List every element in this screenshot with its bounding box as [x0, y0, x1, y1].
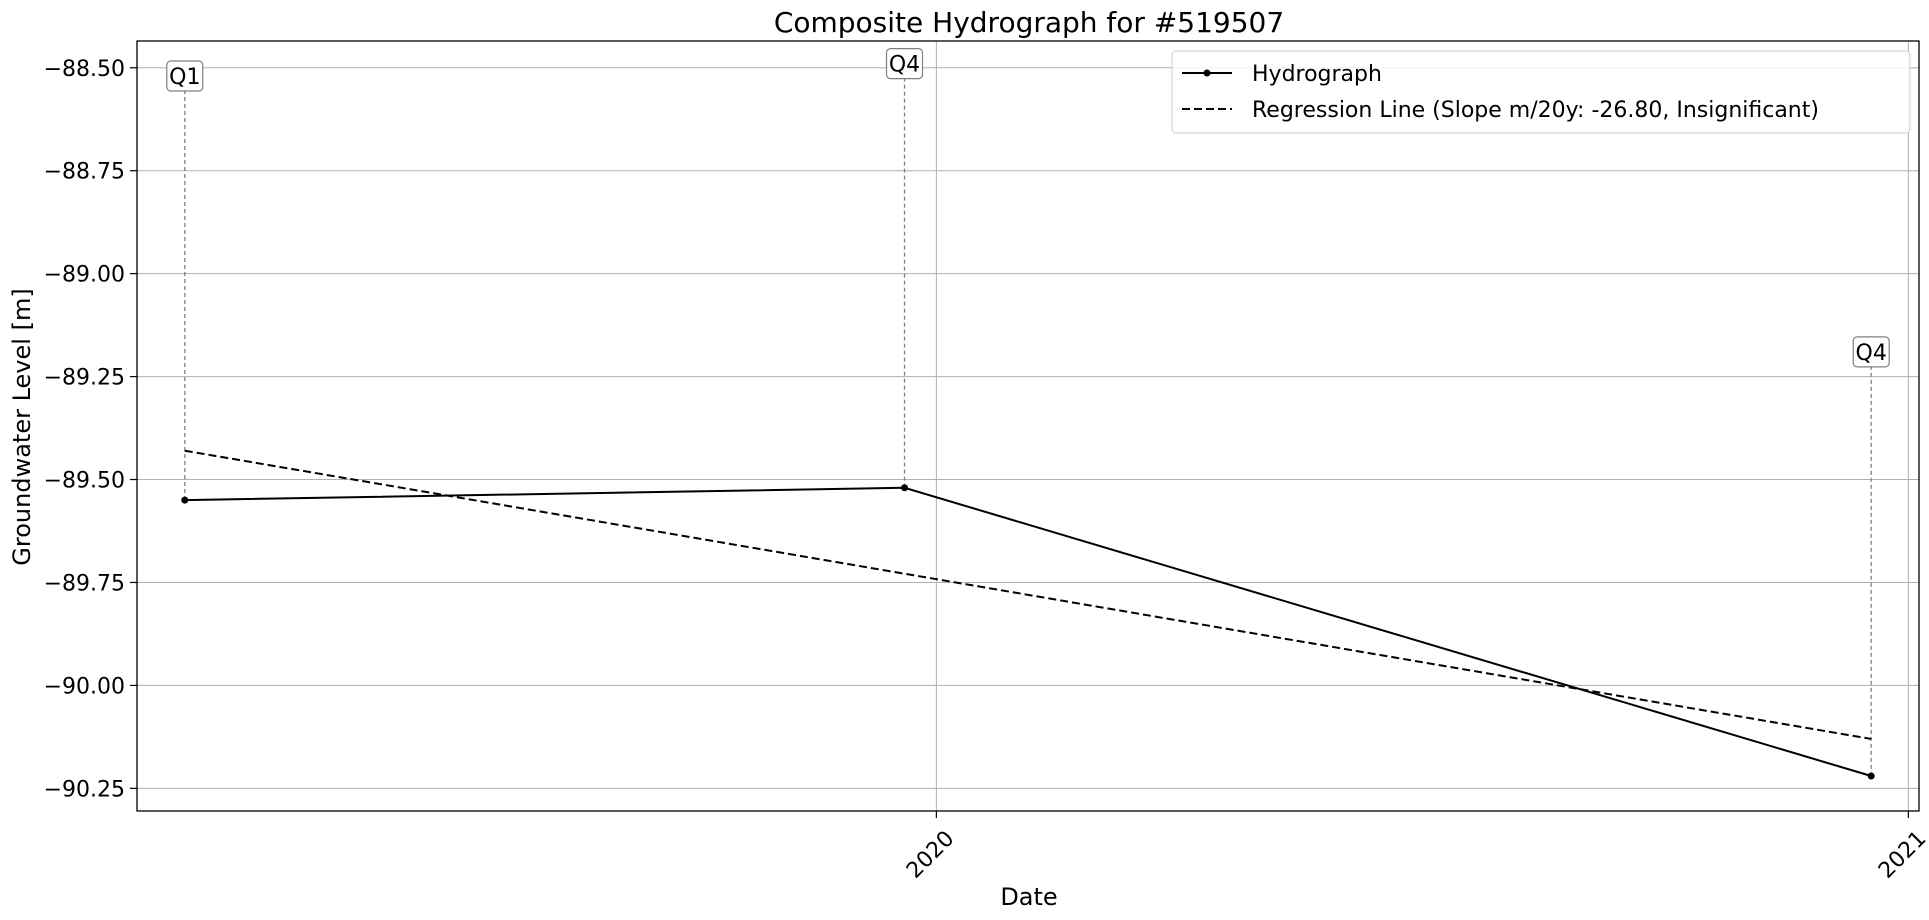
hydrograph-point [181, 496, 189, 504]
y-axis: −88.50 −88.75 −89.00 −89.25 −89.50 −89.75 −90.… [44, 57, 137, 802]
plot-frame [136, 40, 1920, 812]
hydrograph-point [1867, 772, 1875, 780]
y-tick-label: −88.75 [44, 160, 125, 185]
quarter-label-box [885, 48, 924, 80]
y-axis-label: Groundwater Level [m] [8, 288, 36, 565]
legend-label: Regression Line (Slope m/20y: -26.80, In… [1252, 98, 1819, 123]
x-axis: 2020 2021 [902, 811, 1929, 884]
chart-title: Composite Hydrograph for #519507 [774, 6, 1284, 39]
legend-marker [1203, 69, 1211, 77]
quarter-label-box [1852, 336, 1890, 368]
hydrograph-point [901, 484, 909, 492]
quarter-label-box [166, 60, 204, 92]
grid [137, 41, 1919, 811]
y-tick-label: −90.00 [44, 674, 125, 699]
legend-label: Hydrograph [1252, 62, 1382, 87]
hydrograph-line [184, 486, 1872, 777]
legend: Hydrograph Regression Line (Slope m/20y: … [1171, 50, 1911, 134]
x-tick-label: 2021 [1874, 826, 1929, 883]
regression-line [184, 449, 1872, 740]
annotation-lines [184, 63, 1872, 776]
quarter-label: Q4 [1856, 341, 1887, 366]
x-axis-label: Date [1000, 883, 1057, 911]
quarter-label: Q1 [169, 65, 200, 90]
y-tick-label: −88.50 [44, 57, 125, 82]
y-tick-label: −89.25 [44, 366, 125, 391]
y-tick-label: −89.50 [44, 469, 125, 494]
quarter-label: Q4 [889, 53, 920, 78]
y-tick-label: −89.75 [44, 571, 125, 596]
y-tick-label: −89.00 [44, 263, 125, 288]
annotation-labels: Q1 Q4 Q4 [166, 48, 1890, 368]
y-tick-label: −90.25 [44, 777, 125, 802]
series-layer [181, 449, 1875, 780]
legend-box [1171, 50, 1911, 134]
x-tick-label: 2020 [902, 826, 959, 883]
